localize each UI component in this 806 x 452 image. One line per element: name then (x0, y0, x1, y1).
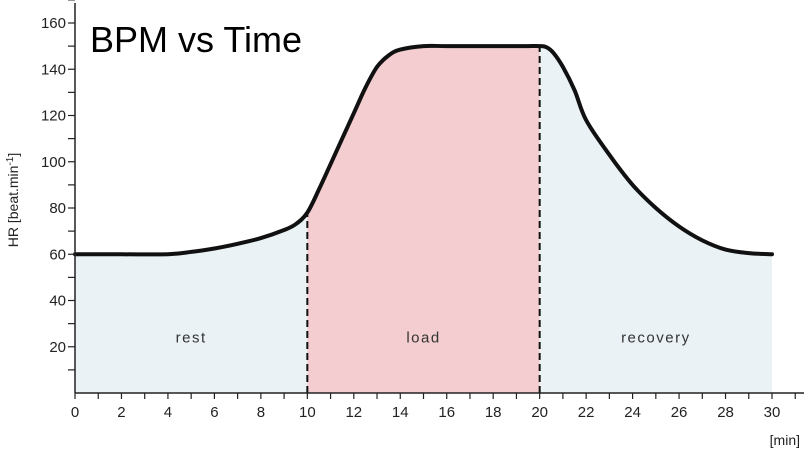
phase-boundaries (306, 46, 541, 393)
x-tick-label: 12 (345, 404, 362, 421)
x-tick-label: 28 (717, 404, 734, 421)
phase-areas (75, 46, 772, 393)
y-tick-label: 160 (41, 15, 66, 32)
y-tick-label: 20 (49, 339, 66, 356)
y-tick-label: 100 (41, 154, 66, 171)
x-tick-label: 6 (210, 404, 218, 421)
phase-label-load: load (406, 330, 440, 347)
x-tick-label: 2 (117, 404, 125, 421)
x-tick-label: 30 (764, 404, 781, 421)
y-tick-label: 140 (41, 61, 66, 78)
x-tick-label: 0 (71, 404, 79, 421)
x-tick-label: 8 (257, 404, 265, 421)
y-tick-label: 80 (49, 200, 66, 217)
x-tick-label: 16 (438, 404, 455, 421)
phase-labels: rest load recovery (176, 330, 691, 347)
x-tick-label: 20 (531, 404, 548, 421)
y-axis-title: HR [beat.min-1] (5, 153, 21, 248)
x-tick-label: 18 (485, 404, 502, 421)
x-axis-title: [min] (770, 432, 800, 448)
hr-curve (73, 43, 774, 257)
x-tick-label: 24 (624, 404, 641, 421)
hr-curve-group (73, 43, 774, 257)
x-tick-label: 4 (164, 404, 172, 421)
phase-label-rest: rest (176, 330, 207, 347)
phase-area-load (307, 46, 540, 393)
x-tick-label: 22 (578, 404, 595, 421)
phase-label-recovery: recovery (621, 330, 691, 347)
x-tick-label: 14 (392, 404, 409, 421)
y-tick-label: 60 (49, 246, 66, 263)
phase-area-rest (75, 212, 308, 393)
chart-title: BPM vs Time (90, 19, 302, 60)
y-tick-label: 120 (41, 108, 66, 125)
y-tick-label: 40 (49, 293, 66, 310)
phase-area-recovery (539, 46, 772, 393)
x-tick-label: 26 (671, 404, 688, 421)
x-tick-label: 10 (299, 404, 316, 421)
